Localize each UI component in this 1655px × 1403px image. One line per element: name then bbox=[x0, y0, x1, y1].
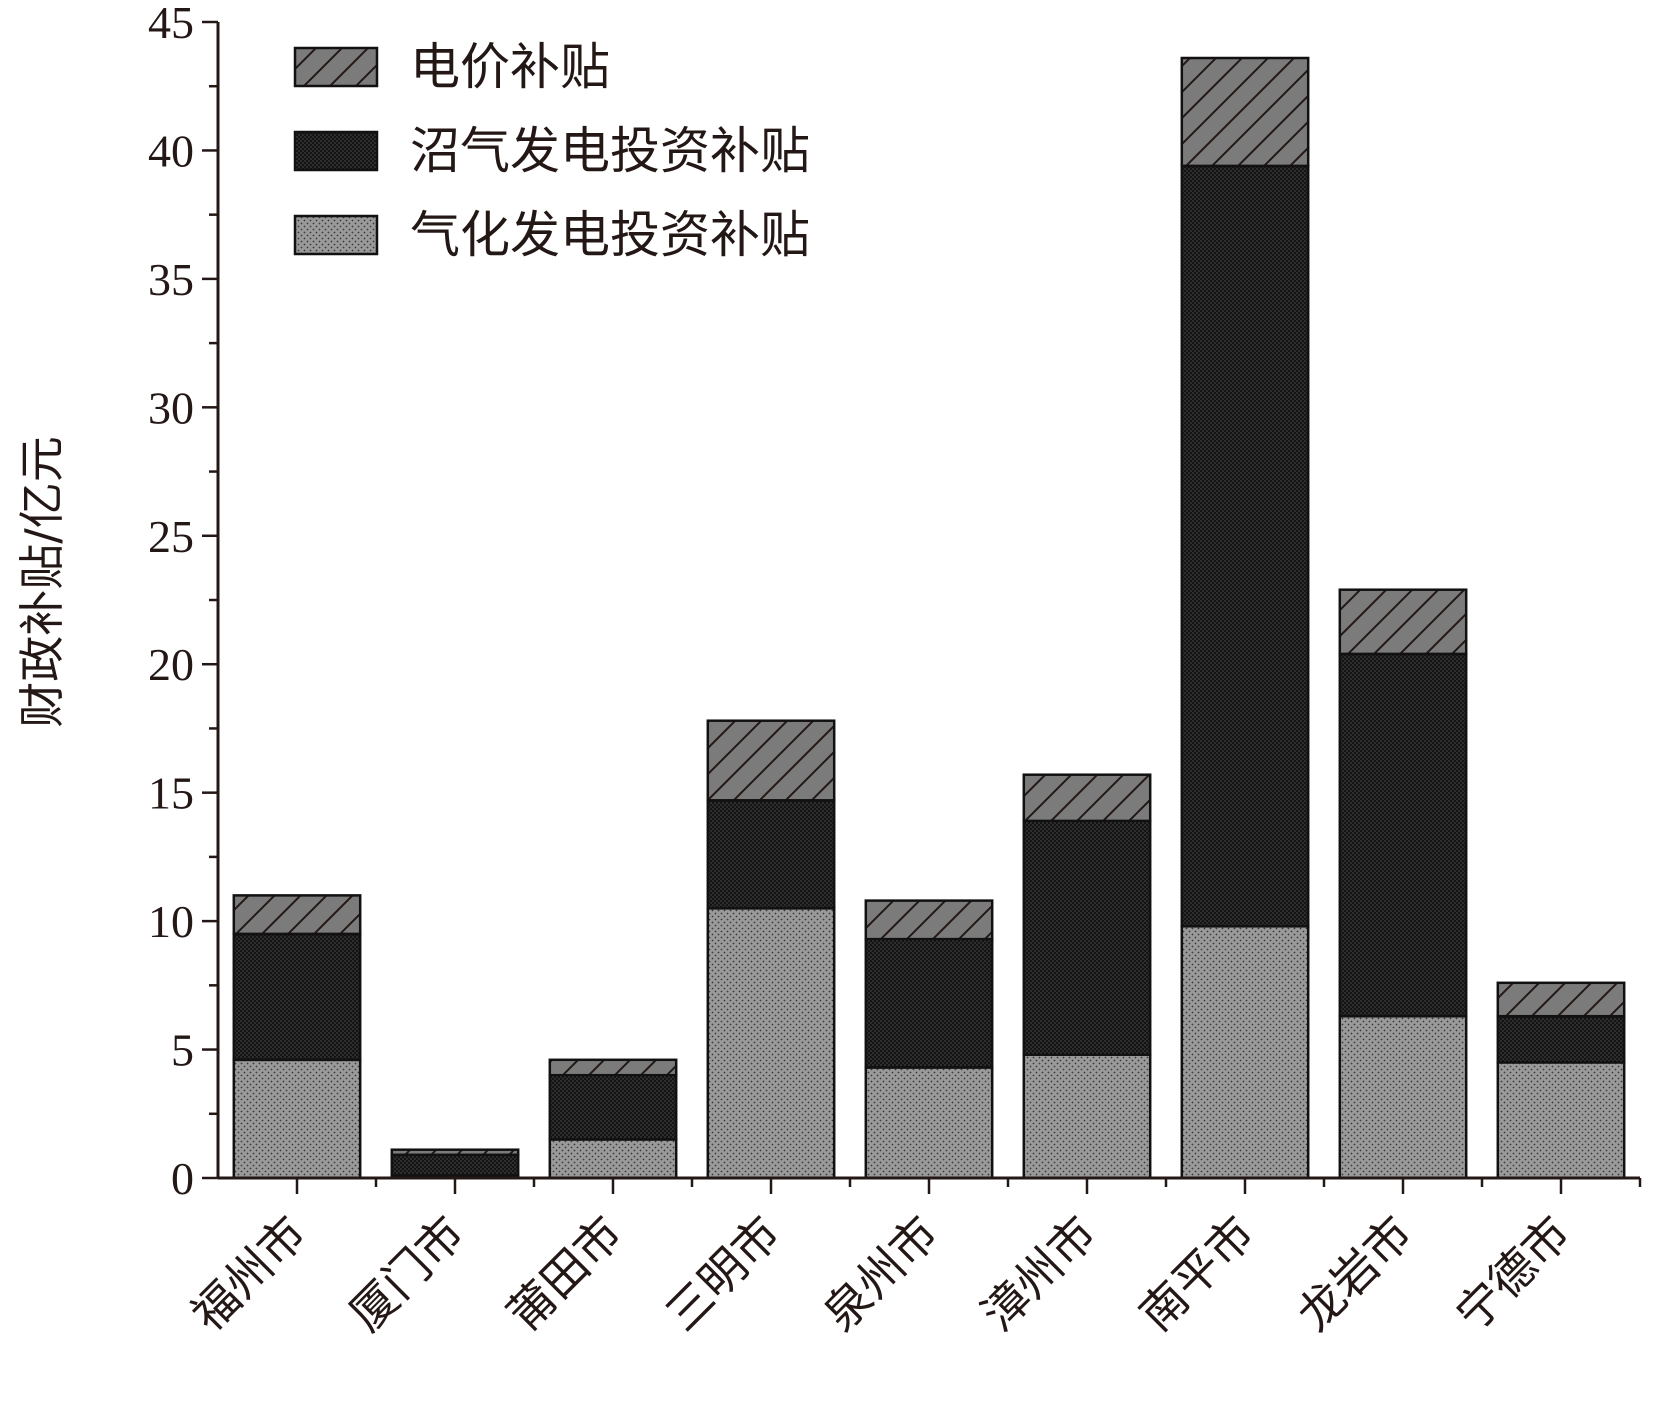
legend-swatch bbox=[293, 214, 379, 256]
y-tick-label: 25 bbox=[148, 511, 194, 562]
bar-segment-2-9 bbox=[1496, 1014, 1626, 1064]
bar-segment-1-8 bbox=[1338, 1014, 1468, 1180]
y-tick-label: 30 bbox=[148, 382, 194, 433]
bar-segment-2-5 bbox=[864, 937, 994, 1069]
bar-segment-1-7 bbox=[1180, 924, 1310, 1180]
bar-segment-1-4 bbox=[706, 907, 836, 1180]
bar-segment-1-1 bbox=[232, 1058, 362, 1180]
x-category-label: 莆田市 bbox=[497, 1206, 633, 1342]
y-axis-title: 财政补贴/亿元 bbox=[15, 436, 69, 728]
x-category-label: 三明市 bbox=[655, 1206, 791, 1342]
y-tick-label: 0 bbox=[171, 1153, 194, 1204]
x-category-label: 漳州市 bbox=[971, 1206, 1107, 1342]
y-tick-label: 15 bbox=[148, 768, 194, 819]
x-category-label: 龙岩市 bbox=[1287, 1206, 1423, 1342]
bar-segment-3-4 bbox=[706, 719, 836, 802]
y-tick-label: 45 bbox=[148, 0, 194, 48]
x-category-label: 宁德市 bbox=[1445, 1206, 1581, 1342]
bar-segment-2-3 bbox=[548, 1073, 678, 1141]
bar-segment-3-9 bbox=[1496, 981, 1626, 1018]
bar-segment-3-7 bbox=[1180, 56, 1310, 168]
bar-segment-1-9 bbox=[1496, 1061, 1626, 1180]
y-tick-label: 5 bbox=[171, 1025, 194, 1076]
bar-segment-1-5 bbox=[864, 1066, 994, 1180]
legend-label: 沼气发电投资补贴 bbox=[410, 122, 810, 180]
bar-segment-3-2 bbox=[390, 1148, 520, 1157]
bar-segment-1-3 bbox=[548, 1138, 678, 1180]
bar-segment-3-6 bbox=[1022, 773, 1152, 823]
legend-label: 气化发电投资补贴 bbox=[410, 206, 810, 264]
bar-segment-2-1 bbox=[232, 932, 362, 1062]
legend-swatch bbox=[293, 130, 379, 172]
bar-segment-3-5 bbox=[864, 899, 994, 941]
bar-segment-3-3 bbox=[548, 1058, 678, 1077]
legend-swatch bbox=[293, 46, 379, 88]
y-tick-label: 40 bbox=[148, 125, 194, 176]
bar-segment-2-7 bbox=[1180, 164, 1310, 928]
bar-segment-2-8 bbox=[1338, 652, 1468, 1018]
bar-segment-2-4 bbox=[706, 799, 836, 910]
bar-segment-2-6 bbox=[1022, 819, 1152, 1056]
bar-segment-2-2 bbox=[390, 1153, 520, 1177]
bars-layer bbox=[232, 56, 1626, 1180]
x-category-label: 厦门市 bbox=[339, 1206, 475, 1342]
y-tick-label: 20 bbox=[148, 639, 194, 690]
y-tick-label: 35 bbox=[148, 254, 194, 305]
legend-label: 电价补贴 bbox=[410, 38, 610, 96]
x-category-label: 泉州市 bbox=[813, 1206, 949, 1342]
bar-segment-1-6 bbox=[1022, 1053, 1152, 1180]
bar-segment-3-1 bbox=[232, 894, 362, 936]
x-category-label: 南平市 bbox=[1129, 1206, 1265, 1342]
bar-segment-3-8 bbox=[1338, 588, 1468, 656]
y-tick-label: 10 bbox=[148, 896, 194, 947]
x-category-label: 福州市 bbox=[181, 1206, 317, 1342]
